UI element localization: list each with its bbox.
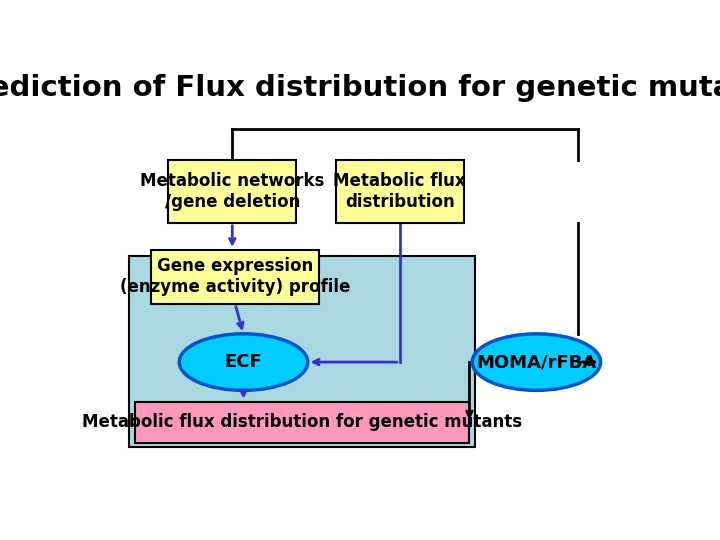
FancyBboxPatch shape bbox=[336, 160, 464, 223]
Ellipse shape bbox=[179, 334, 307, 390]
Text: Metabolic flux distribution for genetic mutants: Metabolic flux distribution for genetic … bbox=[82, 414, 522, 431]
Ellipse shape bbox=[472, 334, 600, 390]
Text: Prediction of Flux distribution for genetic mutants: Prediction of Flux distribution for gene… bbox=[0, 73, 720, 102]
FancyBboxPatch shape bbox=[168, 160, 297, 223]
Text: ECF: ECF bbox=[225, 353, 262, 371]
FancyBboxPatch shape bbox=[129, 256, 475, 447]
FancyBboxPatch shape bbox=[151, 250, 319, 304]
FancyBboxPatch shape bbox=[135, 402, 469, 443]
Text: Gene expression
(enzyme activity) profile: Gene expression (enzyme activity) profil… bbox=[120, 258, 350, 296]
Text: Metabolic networks
/gene deletion: Metabolic networks /gene deletion bbox=[140, 172, 325, 211]
Text: MOMA/rFBA: MOMA/rFBA bbox=[477, 353, 596, 371]
Text: Metabolic flux
distribution: Metabolic flux distribution bbox=[333, 172, 466, 211]
